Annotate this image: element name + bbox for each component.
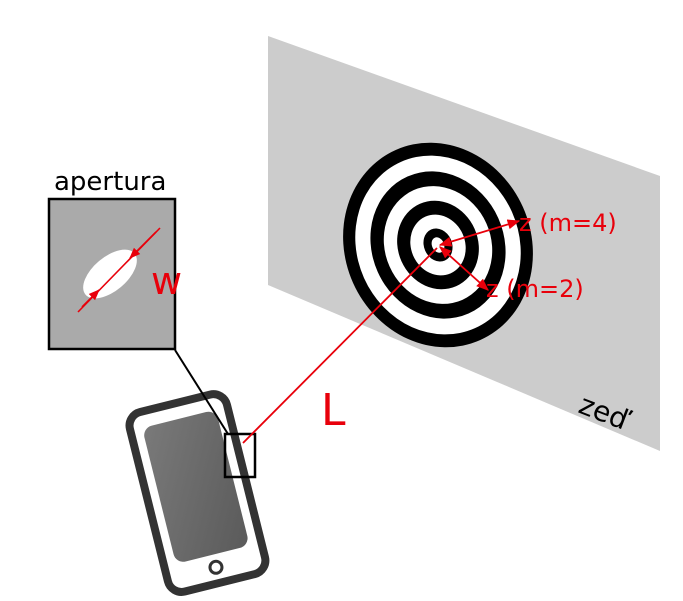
- distance-label: L: [321, 385, 346, 436]
- aperture-width-arrow-right: [129, 231, 157, 259]
- phone-device: [125, 390, 270, 596]
- ring-m2-arrow: [439, 246, 489, 291]
- aperture-slit: [83, 249, 137, 299]
- phone-screen: [144, 411, 248, 562]
- zoom-connector-line: [174, 349, 229, 435]
- ring-m4-label: z (m=4): [519, 209, 617, 237]
- phone-home-button: [208, 559, 224, 575]
- ring-m4-arrow: [438, 219, 521, 247]
- aperture-width-arrow-left: [81, 289, 100, 308]
- ring-m2-label: z (m=2): [486, 275, 584, 303]
- laser-beam-line: [242, 247, 438, 444]
- aperture-label: apertura: [54, 167, 166, 197]
- zoom-box: [223, 432, 257, 479]
- width-label: w: [151, 259, 182, 303]
